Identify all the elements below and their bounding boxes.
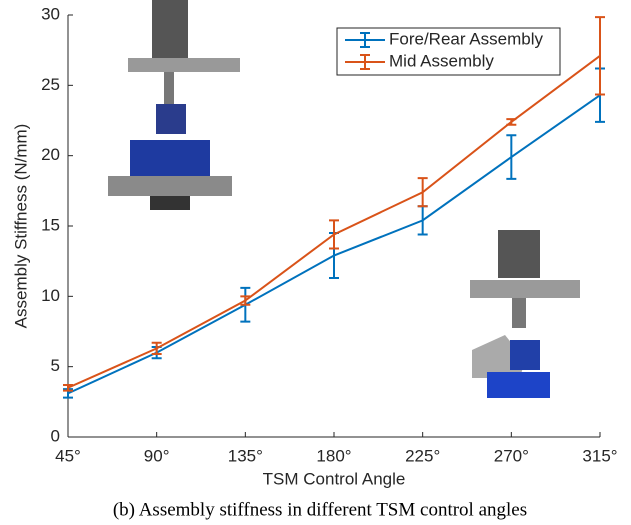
error-bar bbox=[151, 341, 162, 356]
photo-bottom bbox=[470, 230, 580, 398]
y-axis-label: Assembly Stiffness (N/mm) bbox=[11, 124, 30, 329]
x-tick-label: 180° bbox=[316, 446, 351, 465]
y-tick-label: 25 bbox=[41, 75, 60, 94]
legend-swatch bbox=[345, 32, 385, 48]
x-axis-label: TSM Control Angle bbox=[263, 469, 406, 488]
y-tick-label: 20 bbox=[41, 145, 60, 164]
y-tick-label: 0 bbox=[51, 426, 60, 445]
x-tick-label: 45° bbox=[55, 446, 81, 465]
x-tick-label: 225° bbox=[405, 446, 440, 465]
x-tick-label: 315° bbox=[582, 446, 617, 465]
legend-label: Mid Assembly bbox=[389, 51, 494, 70]
error-bar bbox=[595, 16, 605, 96]
caption: (b) Assembly stiffness in different TSM … bbox=[113, 499, 527, 520]
legend-box bbox=[336, 27, 561, 76]
legend-label: Fore/Rear Assembly bbox=[389, 29, 543, 48]
y-tick-label: 15 bbox=[41, 215, 60, 234]
error-bar bbox=[240, 295, 251, 306]
y-tick-label: 30 bbox=[41, 4, 60, 23]
error-bar bbox=[417, 177, 428, 208]
error-bar bbox=[417, 205, 428, 236]
x-tick-label: 135° bbox=[228, 446, 263, 465]
x-tick-label: 90° bbox=[144, 446, 170, 465]
error-bar bbox=[506, 118, 517, 126]
error-bar bbox=[329, 219, 339, 250]
legend-swatch bbox=[345, 54, 385, 70]
error-bar bbox=[63, 383, 73, 392]
error-bar bbox=[506, 134, 517, 180]
photo-top bbox=[108, 0, 240, 210]
x-tick-label: 270° bbox=[494, 446, 529, 465]
y-tick-label: 5 bbox=[51, 356, 60, 375]
y-tick-label: 10 bbox=[41, 286, 60, 305]
